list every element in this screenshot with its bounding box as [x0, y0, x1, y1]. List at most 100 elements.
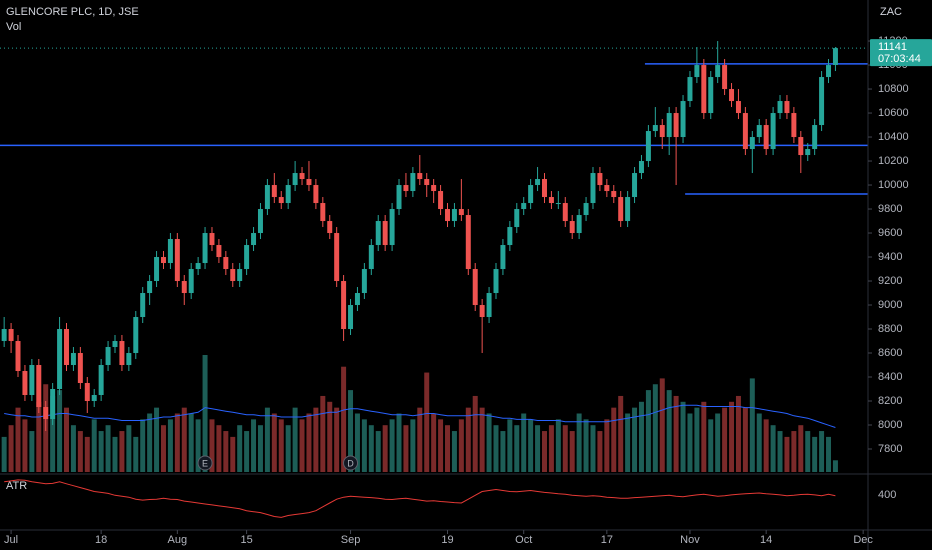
candle-body — [514, 209, 520, 228]
candle-body — [458, 209, 464, 216]
volume-bar — [569, 431, 575, 472]
candle-body — [590, 173, 596, 204]
volume-bar — [147, 413, 153, 472]
candle-body — [770, 113, 776, 150]
volume-bar — [410, 419, 416, 472]
volume-bar — [29, 431, 35, 472]
volume-bar — [244, 431, 250, 472]
candle-body — [742, 113, 748, 150]
volume-bar — [604, 419, 610, 472]
volume-bar — [22, 419, 28, 472]
volume-bar — [722, 407, 728, 472]
candle-body — [202, 233, 208, 264]
candle-body — [569, 221, 575, 234]
candle-body — [410, 173, 416, 192]
candle-body — [638, 161, 644, 174]
atr-line — [4, 479, 836, 518]
volume-bar — [777, 431, 783, 472]
volume-bar — [251, 419, 257, 472]
volume-bar — [348, 390, 354, 472]
volume-bar — [756, 413, 762, 472]
volume-bar — [812, 436, 818, 472]
candle-body — [126, 353, 132, 366]
volume-bar — [126, 425, 132, 472]
price-box-value: 11141 — [878, 41, 907, 53]
volume-bar — [105, 425, 111, 472]
candle-body — [819, 77, 825, 126]
volume-bar — [742, 407, 748, 472]
volume-bar — [154, 407, 160, 472]
currency-label: ZAC — [880, 6, 902, 18]
candle-body — [36, 365, 42, 408]
volume-bar — [174, 413, 180, 472]
volume-bar — [257, 425, 263, 472]
candle-body — [1, 329, 7, 342]
candle-body — [576, 215, 582, 234]
y-tick-label: 10000 — [878, 179, 909, 191]
candle-body — [715, 65, 721, 78]
candle-body — [618, 197, 624, 222]
x-tick-label: Aug — [168, 534, 188, 546]
candle-body — [777, 101, 783, 114]
volume-bar — [548, 425, 554, 472]
volume-bar — [375, 431, 381, 472]
candle-body — [43, 407, 49, 420]
volume-bar — [396, 413, 402, 472]
candle-body — [22, 371, 28, 396]
candle-body — [445, 209, 451, 222]
candle-body — [708, 77, 714, 114]
volume-bar — [784, 436, 790, 472]
candle-body — [70, 353, 76, 366]
volume-bar — [805, 431, 811, 472]
volume-bar — [694, 407, 700, 472]
volume-bar — [735, 395, 741, 472]
volume-bar — [292, 407, 298, 472]
volume-bar — [715, 413, 721, 472]
candle-body — [251, 233, 257, 246]
volume-bar — [597, 431, 603, 472]
candle-body — [472, 269, 478, 306]
candle-body — [389, 209, 395, 246]
candle-body — [507, 227, 513, 246]
volume-bar — [140, 419, 146, 472]
candle-body — [832, 48, 838, 66]
volume-bar — [15, 407, 21, 472]
y-tick-label: 9000 — [878, 299, 902, 311]
volume-bar — [299, 419, 305, 472]
volume-bar — [223, 431, 229, 472]
y-tick-label: 9200 — [878, 275, 902, 287]
candle-body — [632, 173, 638, 198]
candle-body — [174, 239, 180, 282]
volume-bar — [57, 390, 63, 472]
volume-bar — [493, 425, 499, 472]
volume-bar — [237, 425, 243, 472]
candle-body — [327, 221, 333, 234]
candle-body — [354, 293, 360, 306]
x-tick-label: 15 — [240, 534, 252, 546]
volume-bar — [264, 407, 270, 472]
volume-bar — [500, 431, 506, 472]
candle-body — [160, 257, 166, 264]
candle-body — [105, 347, 111, 366]
volume-bar — [791, 431, 797, 472]
volume-bar — [618, 395, 624, 472]
volume-bar — [1, 436, 7, 472]
candle-body — [119, 341, 125, 366]
y-tick-label: 10600 — [878, 107, 909, 119]
volume-bar — [202, 355, 208, 472]
candle-body — [278, 197, 284, 204]
candle-body — [15, 341, 21, 372]
candle-body — [396, 185, 402, 210]
x-tick-label: Dec — [853, 534, 873, 546]
price-box — [870, 39, 932, 67]
candle-body — [812, 125, 818, 150]
volume-bar — [666, 390, 672, 472]
volume-bar — [167, 419, 173, 472]
event-marker-label: D — [347, 458, 354, 468]
volume-bar — [403, 425, 409, 472]
candle-body — [8, 329, 14, 342]
chart-title: GLENCORE PLC, 1D, JSE — [6, 6, 139, 18]
candle-body — [209, 233, 215, 246]
candle-body — [341, 281, 347, 330]
